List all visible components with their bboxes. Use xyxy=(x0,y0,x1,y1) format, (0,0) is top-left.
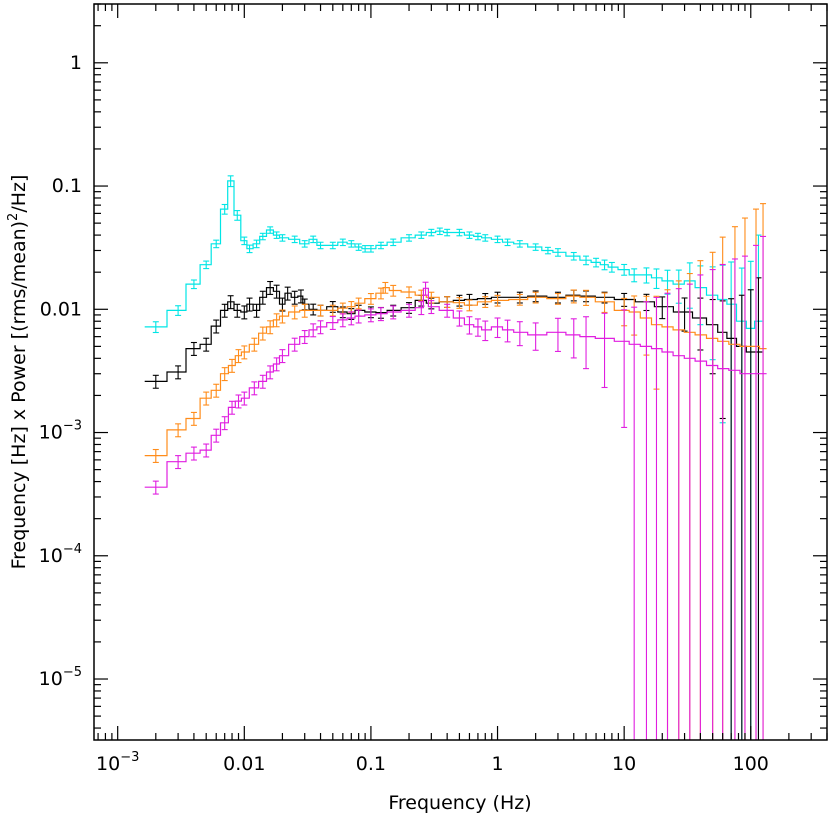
x-tick-label: 1 xyxy=(491,753,503,775)
y-axis-title: Frequency [Hz] x Power [(rms/mean)2/Hz] xyxy=(6,175,30,570)
x-tick-label: 0.01 xyxy=(223,753,265,775)
y-tick-label: 10−4 xyxy=(39,542,82,567)
series-1 xyxy=(144,277,763,740)
y-axis-title-tail: /Hz] xyxy=(8,175,30,213)
y-tick-label: 0.1 xyxy=(52,175,82,197)
y-axis-title-sup: 2 xyxy=(6,213,21,221)
y-tick-label: 0.01 xyxy=(40,298,82,320)
tick-labels-layer: 10−3 0.01 0.1 1 10 100 1 0.1 0.01 10−3 10−4 10−5 xyxy=(39,52,769,775)
series-layer xyxy=(144,175,767,740)
plot-frame xyxy=(93,3,828,741)
x-tick-label: 100 xyxy=(733,753,769,775)
x-axis-title: Frequency (Hz) xyxy=(388,792,531,814)
series-3 xyxy=(144,235,767,740)
y-tick-label: 10−5 xyxy=(39,665,82,690)
y-tick-label: 1 xyxy=(70,52,82,74)
series-step-line xyxy=(144,287,767,488)
series-0 xyxy=(144,175,763,740)
y-tick-label: 10−3 xyxy=(39,419,82,444)
x-tick-label: 0.1 xyxy=(356,753,386,775)
x-tick-label: 10 xyxy=(612,753,636,775)
y-axis-title-main: Frequency [Hz] x Power [(rms/mean) xyxy=(8,221,30,570)
series-step-line xyxy=(144,287,767,457)
ticks-layer xyxy=(94,3,828,740)
x-tick-label: 10−3 xyxy=(96,750,139,775)
